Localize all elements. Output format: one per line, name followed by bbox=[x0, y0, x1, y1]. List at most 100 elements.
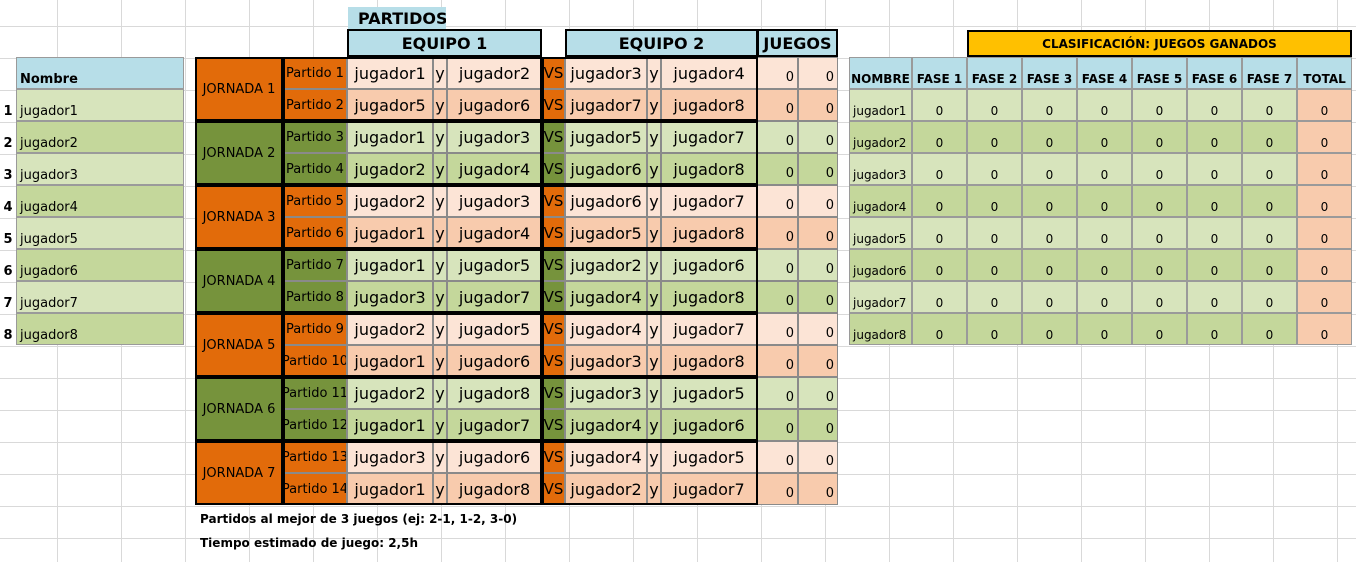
games-team1-input[interactable]: 0 bbox=[757, 217, 798, 249]
team2-player-b[interactable]: jugador5 bbox=[661, 441, 757, 473]
team1-player-b[interactable]: jugador4 bbox=[447, 217, 542, 249]
team1-player-b[interactable]: jugador6 bbox=[447, 345, 542, 377]
team2-player-a[interactable]: jugador6 bbox=[565, 185, 647, 217]
standings-header-fase-1: FASE 1 bbox=[912, 57, 967, 89]
team1-player-b[interactable]: jugador5 bbox=[447, 313, 542, 345]
games-team2-input[interactable]: 0 bbox=[798, 121, 838, 153]
team2-player-a[interactable]: jugador7 bbox=[565, 89, 647, 121]
player-name-cell[interactable]: jugador8 bbox=[16, 313, 184, 345]
games-team2-input[interactable]: 0 bbox=[798, 441, 838, 473]
games-team1-input[interactable]: 0 bbox=[757, 89, 798, 121]
games-team1-input[interactable]: 0 bbox=[757, 281, 798, 313]
games-team2-input[interactable]: 0 bbox=[798, 89, 838, 121]
standings-fase-value: 0 bbox=[1187, 249, 1242, 281]
team1-player-b[interactable]: jugador4 bbox=[447, 153, 542, 185]
games-team2-input[interactable]: 0 bbox=[798, 281, 838, 313]
team1-player-a[interactable]: jugador5 bbox=[347, 89, 433, 121]
team1-player-b[interactable]: jugador6 bbox=[447, 89, 542, 121]
team2-player-b[interactable]: jugador6 bbox=[661, 249, 757, 281]
games-team1-input[interactable]: 0 bbox=[757, 153, 798, 185]
team2-player-b[interactable]: jugador8 bbox=[661, 89, 757, 121]
player-name-cell[interactable]: jugador4 bbox=[16, 185, 184, 217]
games-team2-input[interactable]: 0 bbox=[798, 409, 838, 441]
team2-player-b[interactable]: jugador8 bbox=[661, 345, 757, 377]
team2-player-a[interactable]: jugador4 bbox=[565, 313, 647, 345]
team1-player-a[interactable]: jugador2 bbox=[347, 377, 433, 409]
juegos-header: JUEGOS bbox=[757, 29, 838, 57]
team1-player-b[interactable]: jugador7 bbox=[447, 409, 542, 441]
team1-player-b[interactable]: jugador7 bbox=[447, 281, 542, 313]
team2-player-b[interactable]: jugador4 bbox=[661, 57, 757, 89]
games-team2-input[interactable]: 0 bbox=[798, 345, 838, 377]
games-team1-input[interactable]: 0 bbox=[757, 313, 798, 345]
games-team2-input[interactable]: 0 bbox=[798, 153, 838, 185]
team2-player-b[interactable]: jugador5 bbox=[661, 377, 757, 409]
team2-player-a[interactable]: jugador4 bbox=[565, 441, 647, 473]
games-team2-input[interactable]: 0 bbox=[798, 313, 838, 345]
partido-label: Partido 6 bbox=[283, 217, 347, 249]
games-team2-input[interactable]: 0 bbox=[798, 185, 838, 217]
team1-player-a[interactable]: jugador1 bbox=[347, 409, 433, 441]
games-team2-input[interactable]: 0 bbox=[798, 473, 838, 505]
team2-player-b[interactable]: jugador8 bbox=[661, 217, 757, 249]
team1-player-a[interactable]: jugador3 bbox=[347, 281, 433, 313]
team1-player-b[interactable]: jugador6 bbox=[447, 441, 542, 473]
team1-player-a[interactable]: jugador3 bbox=[347, 441, 433, 473]
games-team1-input[interactable]: 0 bbox=[757, 473, 798, 505]
team1-player-a[interactable]: jugador1 bbox=[347, 57, 433, 89]
team1-player-b[interactable]: jugador5 bbox=[447, 249, 542, 281]
team2-player-b[interactable]: jugador8 bbox=[661, 153, 757, 185]
games-team1-input[interactable]: 0 bbox=[757, 249, 798, 281]
team1-player-b[interactable]: jugador8 bbox=[447, 473, 542, 505]
team2-player-a[interactable]: jugador3 bbox=[565, 345, 647, 377]
team2-player-a[interactable]: jugador4 bbox=[565, 281, 647, 313]
player-name-cell[interactable]: jugador2 bbox=[16, 121, 184, 153]
team2-player-a[interactable]: jugador3 bbox=[565, 57, 647, 89]
team2-player-a[interactable]: jugador6 bbox=[565, 153, 647, 185]
team2-player-b[interactable]: jugador7 bbox=[661, 313, 757, 345]
team2-player-a[interactable]: jugador5 bbox=[565, 217, 647, 249]
team2-player-a[interactable]: jugador4 bbox=[565, 409, 647, 441]
team2-player-a[interactable]: jugador2 bbox=[565, 249, 647, 281]
team2-player-a[interactable]: jugador2 bbox=[565, 473, 647, 505]
standings-fase-value: 0 bbox=[1022, 121, 1077, 153]
team1-player-a[interactable]: jugador2 bbox=[347, 313, 433, 345]
team1-player-a[interactable]: jugador1 bbox=[347, 217, 433, 249]
games-team1-input[interactable]: 0 bbox=[757, 57, 798, 89]
team1-player-b[interactable]: jugador3 bbox=[447, 185, 542, 217]
games-team1-input[interactable]: 0 bbox=[757, 185, 798, 217]
player-name-cell[interactable]: jugador3 bbox=[16, 153, 184, 185]
team2-player-b[interactable]: jugador7 bbox=[661, 185, 757, 217]
standings-total-value: 0 bbox=[1297, 153, 1352, 185]
games-team2-input[interactable]: 0 bbox=[798, 217, 838, 249]
note-best-of-3: Partidos al mejor de 3 juegos (ej: 2-1, … bbox=[200, 512, 518, 526]
player-name-cell[interactable]: jugador5 bbox=[16, 217, 184, 249]
games-team1-input[interactable]: 0 bbox=[757, 377, 798, 409]
joiner-y: y bbox=[433, 249, 447, 281]
team1-player-a[interactable]: jugador1 bbox=[347, 345, 433, 377]
player-name-cell[interactable]: jugador1 bbox=[16, 89, 184, 121]
games-team2-input[interactable]: 0 bbox=[798, 57, 838, 89]
player-name-cell[interactable]: jugador7 bbox=[16, 281, 184, 313]
team2-player-a[interactable]: jugador5 bbox=[565, 121, 647, 153]
player-name-cell[interactable]: jugador6 bbox=[16, 249, 184, 281]
team2-player-b[interactable]: jugador7 bbox=[661, 473, 757, 505]
team1-player-a[interactable]: jugador2 bbox=[347, 185, 433, 217]
team1-player-a[interactable]: jugador1 bbox=[347, 473, 433, 505]
games-team1-input[interactable]: 0 bbox=[757, 121, 798, 153]
team2-player-b[interactable]: jugador7 bbox=[661, 121, 757, 153]
team2-player-a[interactable]: jugador3 bbox=[565, 377, 647, 409]
team1-player-a[interactable]: jugador1 bbox=[347, 249, 433, 281]
team1-player-a[interactable]: jugador1 bbox=[347, 121, 433, 153]
games-team2-input[interactable]: 0 bbox=[798, 249, 838, 281]
games-team2-input[interactable]: 0 bbox=[798, 377, 838, 409]
team1-player-b[interactable]: jugador8 bbox=[447, 377, 542, 409]
team2-player-b[interactable]: jugador6 bbox=[661, 409, 757, 441]
team1-player-b[interactable]: jugador2 bbox=[447, 57, 542, 89]
games-team1-input[interactable]: 0 bbox=[757, 345, 798, 377]
team1-player-b[interactable]: jugador3 bbox=[447, 121, 542, 153]
team1-player-a[interactable]: jugador2 bbox=[347, 153, 433, 185]
games-team1-input[interactable]: 0 bbox=[757, 441, 798, 473]
team2-player-b[interactable]: jugador8 bbox=[661, 281, 757, 313]
games-team1-input[interactable]: 0 bbox=[757, 409, 798, 441]
